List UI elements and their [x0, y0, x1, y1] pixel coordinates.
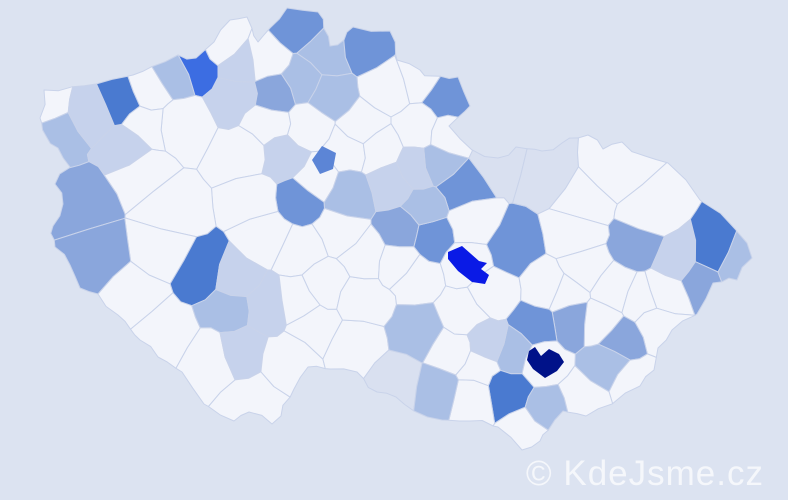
district-cell[interactable] [717, 230, 753, 283]
district-highlight-navy-chevron[interactable] [527, 347, 564, 378]
district-cell[interactable] [103, 148, 185, 216]
district-highlight-vivid-arrow[interactable] [448, 246, 489, 284]
district-cell[interactable] [557, 365, 614, 417]
district-highlight-capital[interactable] [312, 146, 336, 174]
district-cell[interactable] [53, 217, 132, 295]
district-cell[interactable] [238, 104, 292, 146]
district-cell[interactable] [577, 134, 668, 205]
district-cell[interactable] [399, 185, 450, 226]
district-cell[interactable] [278, 274, 321, 326]
district-cell[interactable] [455, 350, 502, 387]
district-cell[interactable] [492, 406, 549, 451]
district-cell[interactable] [378, 244, 421, 290]
district-cell[interactable] [208, 371, 291, 425]
district-cell[interactable] [205, 16, 253, 67]
